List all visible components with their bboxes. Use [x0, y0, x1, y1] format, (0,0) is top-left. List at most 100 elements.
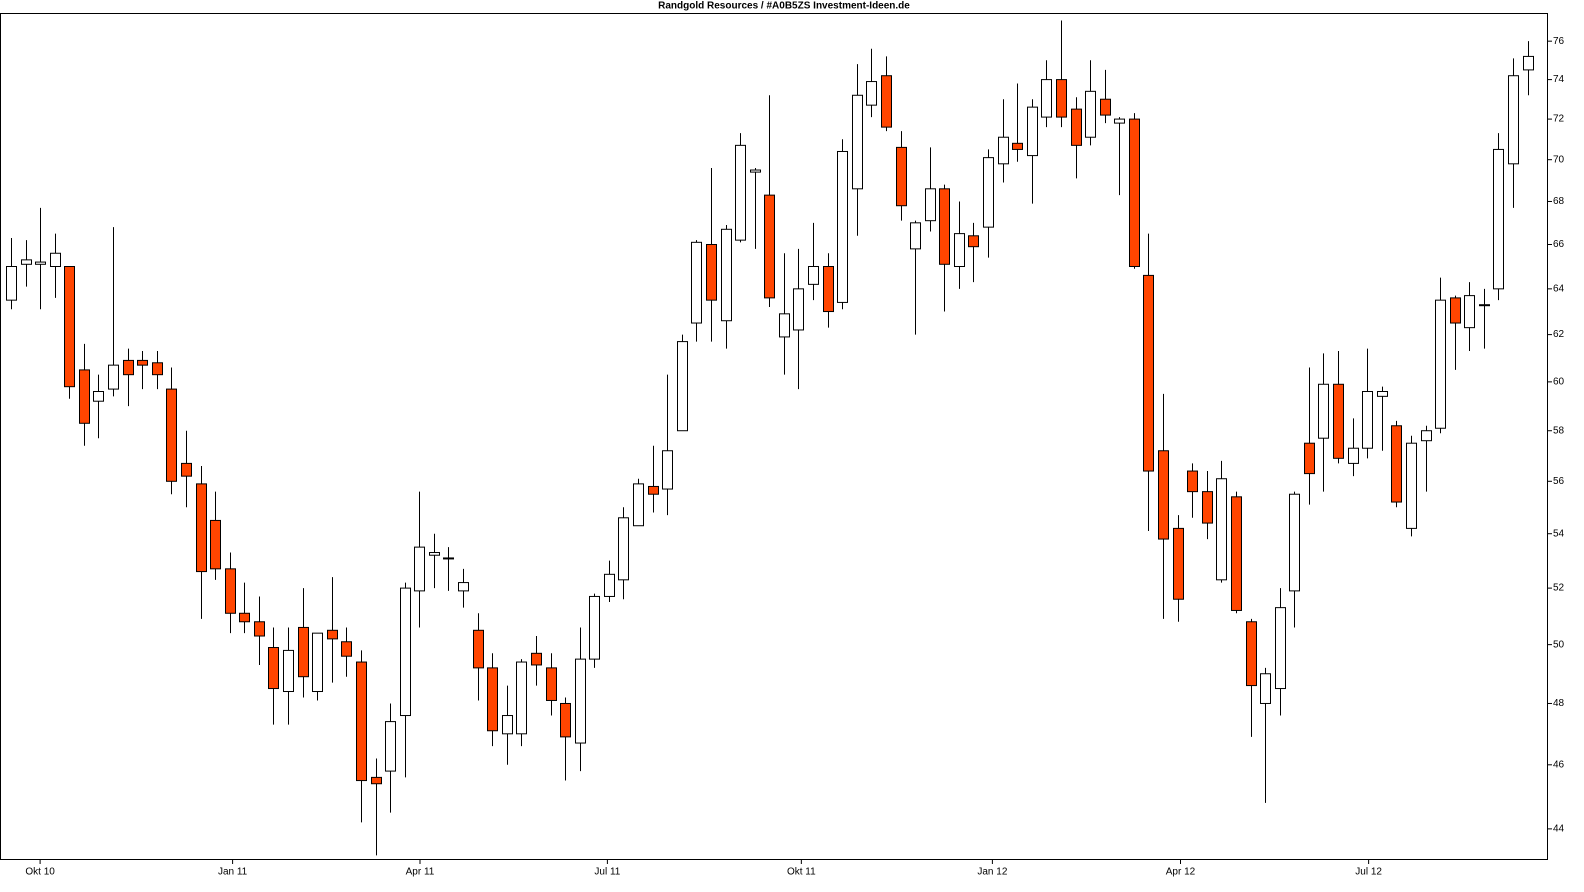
candle-body	[852, 94, 863, 190]
candle-body	[1493, 148, 1504, 290]
y-tick-label: 72	[1553, 114, 1565, 125]
x-tick-label: Apr 12	[1166, 867, 1196, 878]
candle-body	[1173, 527, 1184, 600]
candle-body	[1450, 297, 1461, 324]
candle-body	[1348, 447, 1359, 464]
candle-body	[1202, 491, 1213, 524]
candle-body	[1231, 496, 1242, 611]
candle-body	[1318, 383, 1329, 439]
candle-body	[954, 233, 965, 268]
candle-body	[1260, 673, 1271, 704]
candle-body	[1508, 75, 1519, 165]
candle-body	[589, 595, 600, 660]
y-tick-label: 46	[1553, 759, 1565, 770]
candle-body	[896, 146, 907, 207]
candle-body	[181, 462, 192, 477]
y-tick-label: 74	[1553, 74, 1565, 85]
candle-body	[1187, 470, 1198, 493]
y-tick-label: 68	[1553, 196, 1565, 207]
candle-body	[312, 632, 323, 693]
y-tick-label: 60	[1553, 377, 1565, 388]
candle-body	[866, 81, 877, 106]
candle-body	[1377, 391, 1388, 397]
candle-body	[123, 359, 134, 376]
candle-body	[764, 194, 775, 299]
candle-body	[196, 483, 207, 573]
y-tick-label: 64	[1553, 283, 1565, 294]
candle-body	[341, 641, 352, 657]
candle-body	[1275, 607, 1286, 690]
y-tick-label: 66	[1553, 239, 1565, 250]
candle-body	[239, 612, 250, 623]
y-tick-label: 54	[1553, 528, 1565, 539]
candle-body	[443, 557, 454, 560]
candle-body	[735, 144, 746, 241]
candle-body	[837, 150, 848, 303]
candle-body	[531, 652, 542, 666]
candle-body	[79, 369, 90, 424]
candle-body	[881, 75, 892, 128]
candle-body	[706, 243, 717, 301]
y-tick-label: 70	[1553, 154, 1565, 165]
candle-body	[458, 582, 469, 592]
candle-body	[268, 647, 279, 690]
candle-body	[721, 228, 732, 322]
candle-body	[1435, 299, 1446, 429]
candle-body	[998, 136, 1009, 165]
y-tick-label: 62	[1553, 329, 1565, 340]
candle-body	[546, 667, 557, 701]
candle-body	[691, 241, 702, 324]
candle-body	[808, 266, 819, 285]
y-tick-label: 48	[1553, 698, 1565, 709]
candle-body	[750, 169, 761, 173]
candle-body	[1143, 274, 1154, 472]
candle-body	[429, 552, 440, 556]
candle-body	[1333, 383, 1344, 459]
candle-body	[6, 266, 17, 301]
candle-body	[793, 288, 804, 331]
candle-body	[283, 649, 294, 693]
candle-body	[473, 629, 484, 669]
candle-body	[1362, 391, 1373, 449]
candle-body	[983, 157, 994, 228]
candle-body	[371, 776, 382, 785]
candle-body	[487, 667, 498, 732]
candle-body	[35, 261, 46, 265]
candle-body	[1304, 442, 1315, 475]
candle-body	[1056, 79, 1067, 118]
candle-body	[1289, 493, 1300, 592]
y-tick-label: 76	[1553, 36, 1565, 47]
y-tick-label: 50	[1553, 639, 1565, 650]
candle-body	[1041, 79, 1052, 118]
x-tick-label: Jul 11	[594, 867, 620, 878]
candle-body	[618, 517, 629, 581]
candle-body	[1421, 430, 1432, 442]
chart-title: Randgold Resources / #A0B5ZS Investment-…	[658, 1, 910, 12]
candle-body	[21, 259, 32, 265]
x-tick-label: Jul 12	[1355, 867, 1382, 878]
candle-body	[108, 364, 119, 390]
candle-body	[93, 391, 104, 402]
candle-body	[925, 188, 936, 222]
candle-body	[327, 629, 338, 640]
plot-frame	[0, 13, 1548, 860]
candle-body	[1071, 108, 1082, 146]
candle-body	[1114, 118, 1125, 124]
candle-body	[298, 626, 309, 678]
candle-body	[356, 661, 367, 782]
candle-body	[1391, 425, 1402, 503]
candle-body	[1085, 90, 1096, 138]
candle-body	[166, 388, 177, 482]
candle-body	[779, 313, 790, 338]
candle-body	[1406, 442, 1417, 529]
x-tick-label: Okt 10	[25, 867, 55, 878]
candle-body	[1216, 478, 1227, 581]
candle-body	[1464, 295, 1475, 329]
candle-body	[502, 715, 513, 735]
candle-body	[662, 450, 673, 490]
y-tick-label: 44	[1553, 824, 1565, 835]
candle-body	[225, 568, 236, 614]
candle-body	[968, 235, 979, 248]
candle-body	[604, 573, 615, 597]
